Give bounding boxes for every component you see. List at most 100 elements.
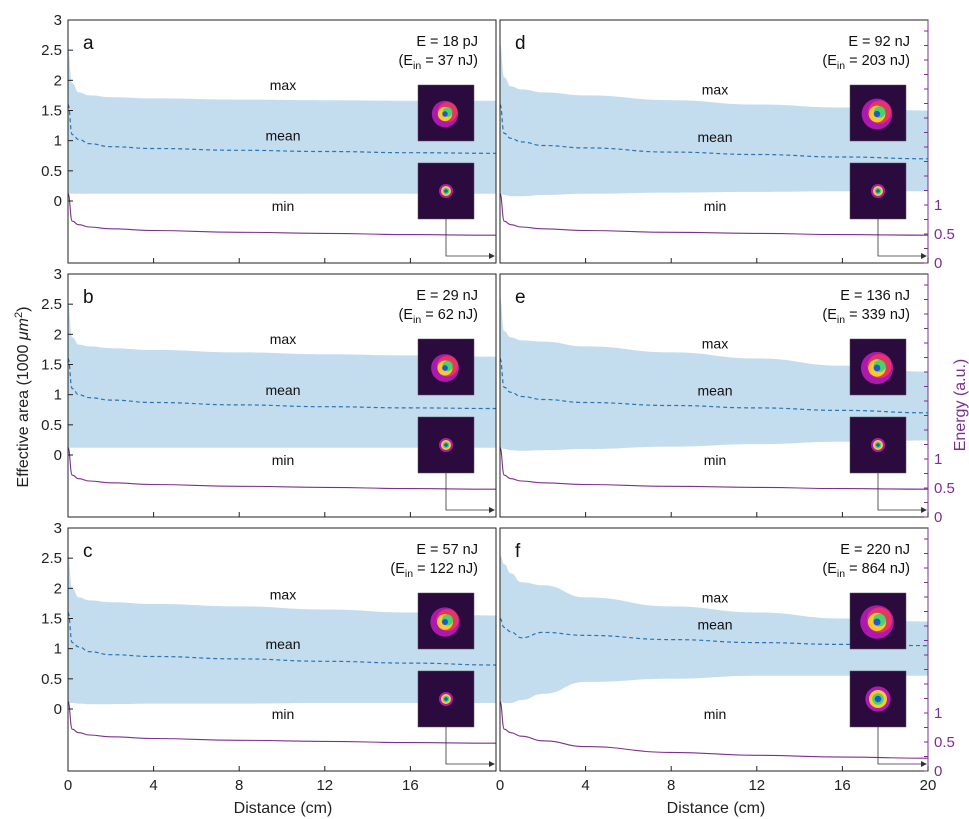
label-mean: mean	[265, 127, 300, 143]
band-max-min	[68, 304, 496, 448]
ein-value: = 203 nJ)	[845, 53, 910, 69]
label-mean: mean	[697, 617, 732, 633]
y-axis-label-right: Energy (a.u.)	[952, 359, 969, 451]
energy-label: E = 57 nJ	[416, 542, 478, 558]
y-tick-label: 2.5	[41, 42, 62, 59]
ein-prefix: (E	[398, 307, 413, 323]
ein-label: (Ein = 62 nJ)	[398, 307, 478, 326]
plot-frame	[67, 273, 497, 518]
plot-frame	[67, 527, 497, 772]
inset-arrowhead	[489, 507, 495, 513]
panel-f: 00.510 4 8 12 16 20f E = 220 nJ(Ein = 864 nJ)m…	[496, 527, 955, 794]
inset-pointer	[445, 727, 494, 765]
energy-line	[67, 192, 497, 236]
label-min: min	[704, 452, 727, 468]
mean-line	[499, 103, 929, 160]
x-tick-label: 0	[64, 777, 72, 794]
energy-tick-label: 1	[934, 705, 942, 722]
beam-spot	[444, 443, 448, 447]
ein-value: = 864 nJ)	[845, 561, 910, 577]
energy-label: E = 136 nJ	[840, 288, 910, 304]
label-max: max	[270, 77, 296, 93]
label-max: max	[702, 335, 728, 351]
x-tick-label: 0	[496, 777, 504, 794]
y-axis-label-left: Effective area (1000 μm2)	[13, 307, 32, 488]
x-tick-label: 12	[316, 777, 333, 794]
energy-line	[67, 446, 497, 490]
beam-spot	[444, 189, 448, 193]
label-mean: mean	[265, 382, 300, 398]
panel-d: 0 0.5 1 d E = 92 nJ (Ein = 203 nJ) max mean min	[499, 19, 955, 272]
y-tick-label: 2	[54, 72, 62, 89]
band-max-min	[68, 50, 496, 194]
y-tick-label: 3	[54, 12, 62, 29]
ein-prefix: (E	[398, 53, 413, 69]
label-max: max	[702, 589, 728, 605]
panel-letter: e	[515, 287, 526, 308]
beam-blob	[442, 111, 448, 117]
label-min: min	[704, 706, 727, 722]
panel-letter: a	[83, 33, 94, 54]
y-tick-label: 0	[54, 701, 62, 718]
panels: 00.511.522.53a E = 18 pJ(Ein = 37 nJ)maxm…	[41, 12, 955, 794]
ein-prefix: (E	[822, 307, 837, 323]
mean-line	[499, 357, 929, 414]
energy-line	[499, 446, 929, 490]
y-tick-label: 0	[54, 193, 62, 210]
beam-blob	[441, 618, 449, 626]
inset-arrowhead	[921, 507, 927, 513]
energy-label: E = 18 pJ	[416, 34, 478, 50]
panel-letter: f	[515, 541, 521, 562]
mean-line	[67, 103, 497, 154]
inset-pointer	[877, 219, 926, 257]
ein-label: (Ein = 37 nJ)	[398, 53, 478, 72]
x-axis-label-right: Distance (cm)	[667, 800, 766, 817]
beam-spot	[876, 443, 880, 447]
y-tick-label: 2.5	[41, 296, 62, 313]
y-tick-label: 2.5	[41, 550, 62, 567]
x-tick-label: 20	[920, 777, 937, 794]
ein-subscript: in	[413, 314, 421, 326]
x-axis-label-left: Distance (cm)	[234, 800, 333, 817]
panel-letter: b	[83, 287, 94, 308]
inset-arrowhead	[489, 253, 495, 259]
inset-pointer	[445, 473, 494, 511]
y-tick-label: 1.5	[41, 357, 62, 374]
y-tick-label: 0.5	[41, 671, 62, 688]
ein-value: = 339 nJ)	[845, 307, 910, 323]
x-tick-label: 4	[581, 777, 589, 794]
band-max-min	[68, 555, 496, 705]
energy-tick-label: 0	[934, 509, 942, 526]
inset-arrowhead	[489, 761, 495, 767]
mean-line	[67, 357, 497, 410]
energy-label: E = 92 nJ	[848, 34, 910, 50]
y-tick-label: 2	[54, 580, 62, 597]
label-min: min	[272, 452, 295, 468]
y-axis-label-sup: 2	[13, 312, 25, 318]
y-axis-label-text: Effective area (1000	[15, 340, 32, 487]
ein-prefix: (E	[822, 561, 837, 577]
inset-pointer	[877, 727, 926, 765]
energy-tick-label: 0	[934, 255, 942, 272]
ein-subscript: in	[837, 314, 845, 326]
mean-line	[67, 611, 497, 666]
energy-tick-label: 0.5	[934, 480, 955, 497]
ein-prefix: (E	[390, 561, 405, 577]
y-axis-label-unit: μm	[15, 318, 32, 341]
ein-value: = 122 nJ)	[413, 561, 478, 577]
energy-tick-label: 0.5	[934, 226, 955, 243]
energy-label: E = 29 nJ	[416, 288, 478, 304]
y-tick-label: 1	[54, 387, 62, 404]
y-tick-label: 3	[54, 520, 62, 537]
beam-blob	[873, 110, 881, 118]
energy-tick-label: 1	[934, 451, 942, 468]
label-max: max	[270, 586, 296, 602]
ein-value: = 37 nJ)	[421, 53, 478, 69]
y-tick-label: 2	[54, 326, 62, 343]
y-tick-label: 0.5	[41, 417, 62, 434]
y-tick-label: 1	[54, 641, 62, 658]
panel-letter: d	[515, 33, 526, 54]
energy-line	[67, 700, 497, 744]
beam-blob	[873, 364, 881, 372]
